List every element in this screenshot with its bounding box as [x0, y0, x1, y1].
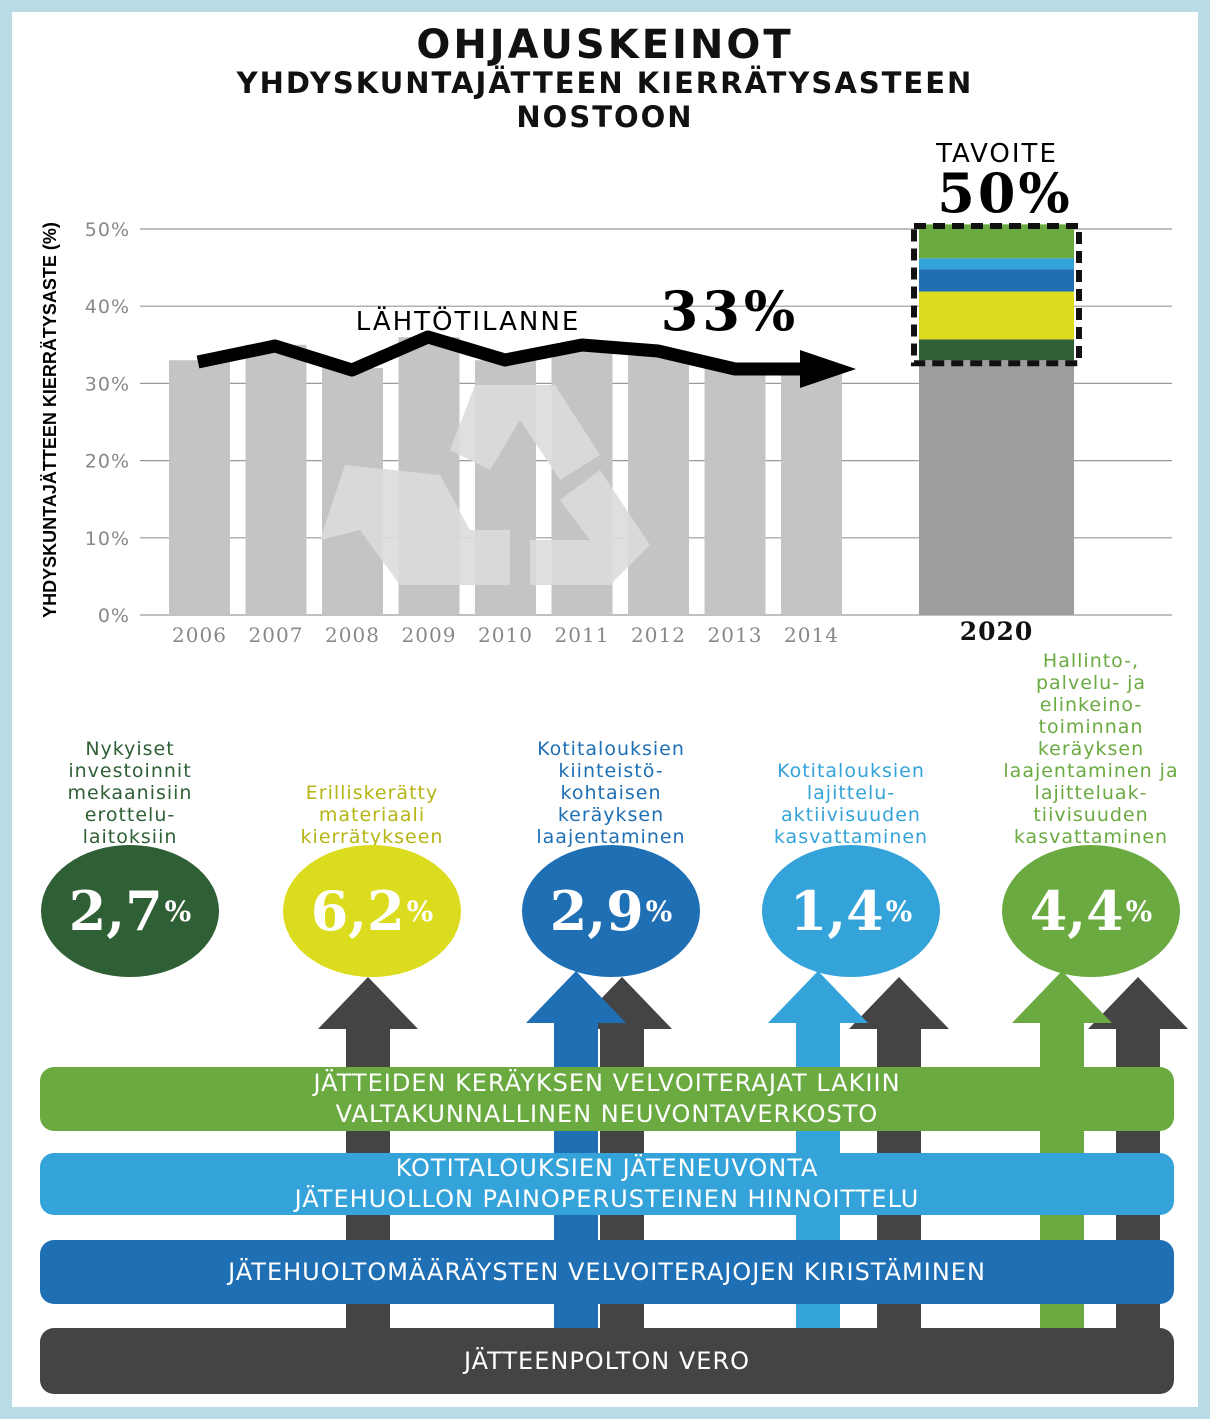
- target-segment-1: [919, 339, 1074, 361]
- target-label: TAVOITE: [935, 139, 1058, 169]
- x-tick-label: 2014: [784, 623, 839, 647]
- measure-circle-4: 1,4%: [762, 845, 940, 977]
- target-base-bar: [919, 360, 1074, 615]
- y-tick-label: 40%: [85, 296, 130, 318]
- measure-caption-3: Kotitalouksien kiinteistö- kohtaisen ker…: [536, 738, 686, 848]
- target-segment-3: [919, 269, 1074, 292]
- page-title: OHJAUSKEINOT: [416, 22, 794, 68]
- x-tick-label: 2008: [325, 623, 380, 647]
- measure-value: 2,7: [68, 879, 163, 943]
- policy-band-4: [40, 1328, 1174, 1394]
- policy-band-text-4: JÄTTEENPOLTON VERO: [463, 1346, 751, 1375]
- bar-2012: [628, 352, 689, 615]
- x-tick-label: 2009: [402, 623, 457, 647]
- policy-band-text-1: JÄTTEIDEN KERÄYKSEN VELVOITERAJAT LAKIIN…: [313, 1069, 901, 1128]
- measure-circle-5: 4,4%: [1002, 845, 1180, 977]
- bar-2013: [704, 367, 766, 615]
- measure-value: 6,2: [310, 879, 405, 943]
- x-tick-label-target: 2020: [960, 617, 1034, 646]
- y-axis-label: YHDYSKUNTAJÄTTEEN KIERRÄTYSASTE (%): [40, 222, 60, 618]
- measure-circle-2: 6,2%: [283, 845, 461, 977]
- x-tick-label: 2013: [708, 623, 763, 647]
- target-bar: [911, 223, 1082, 615]
- measure-unit: %: [645, 894, 673, 928]
- y-tick-label: 50%: [85, 219, 130, 241]
- trend-arrowhead-icon: [800, 350, 856, 388]
- measure-caption-1: Nykyiset investoinnit mekaanisiin erotte…: [67, 738, 193, 848]
- y-tick-label: 20%: [85, 451, 130, 473]
- target-segment-4: [919, 258, 1074, 270]
- target-segment-2: [919, 291, 1074, 340]
- x-tick-label: 2011: [555, 623, 610, 647]
- y-tick-label: 0%: [98, 605, 130, 627]
- measure-unit: %: [406, 894, 434, 928]
- measure-unit: %: [1125, 894, 1153, 928]
- measure-unit: %: [164, 894, 192, 928]
- x-tick-label: 2010: [478, 623, 533, 647]
- target-dashed-frame: [911, 223, 1082, 367]
- measure-caption-5: Hallinto-, palvelu- ja elinkeino- toimin…: [1003, 650, 1179, 848]
- page-subtitle-line2: NOSTOON: [516, 100, 694, 134]
- policy-band-text-2: KOTITALOUKSIEN JÄTENEUVONTA JÄTEHUOLLON …: [294, 1154, 920, 1213]
- x-tick-label: 2012: [631, 623, 686, 647]
- policy-band-2: [40, 1153, 1174, 1215]
- y-tick-label: 10%: [85, 528, 130, 550]
- policy-bands: [40, 1067, 1174, 1394]
- policy-band-text-3: JÄTEHUOLTOMÄÄRÄYSTEN VELVOITERAJOJEN KIR…: [228, 1257, 986, 1286]
- bar-2006: [169, 360, 230, 615]
- chart-axes: 0% 10% 20% 30% 40% 50% 2006 2007 2008 2009 2010 201…: [85, 219, 1034, 647]
- x-tick-label: 2007: [249, 623, 304, 647]
- y-tick-label: 30%: [85, 373, 130, 395]
- measure-caption-2: Erilliskerätty materiaali kierrätykseen: [300, 782, 444, 848]
- target-value: 50%: [937, 161, 1072, 225]
- policy-band-1: [40, 1067, 1174, 1131]
- measure-caption-4: Kotitalouksien lajittelu- aktiivisuuden …: [773, 760, 929, 848]
- recycle-symbol-icon: [320, 385, 650, 585]
- trend-arrow-line: [196, 330, 812, 377]
- measure-value: 2,9: [549, 879, 644, 943]
- measure-circle-1: 2,7%: [41, 845, 219, 977]
- x-tick-label: 2006: [172, 623, 227, 647]
- measure-circle-3: 2,9%: [522, 845, 700, 977]
- bar-2014: [781, 367, 842, 615]
- baseline-label: LÄHTÖTILANNE: [356, 305, 581, 337]
- measure-value: 4,4: [1029, 879, 1124, 943]
- page-subtitle-line1: YHDYSKUNTAJÄTTEEN KIERRÄTYSASTEEN: [236, 66, 974, 100]
- measure-value: 1,4: [789, 879, 884, 943]
- target-segment-5: [919, 224, 1074, 259]
- measure-unit: %: [885, 894, 913, 928]
- policy-band-3: [40, 1240, 1174, 1304]
- baseline-value: 33%: [661, 279, 799, 343]
- bar-2007: [245, 344, 307, 615]
